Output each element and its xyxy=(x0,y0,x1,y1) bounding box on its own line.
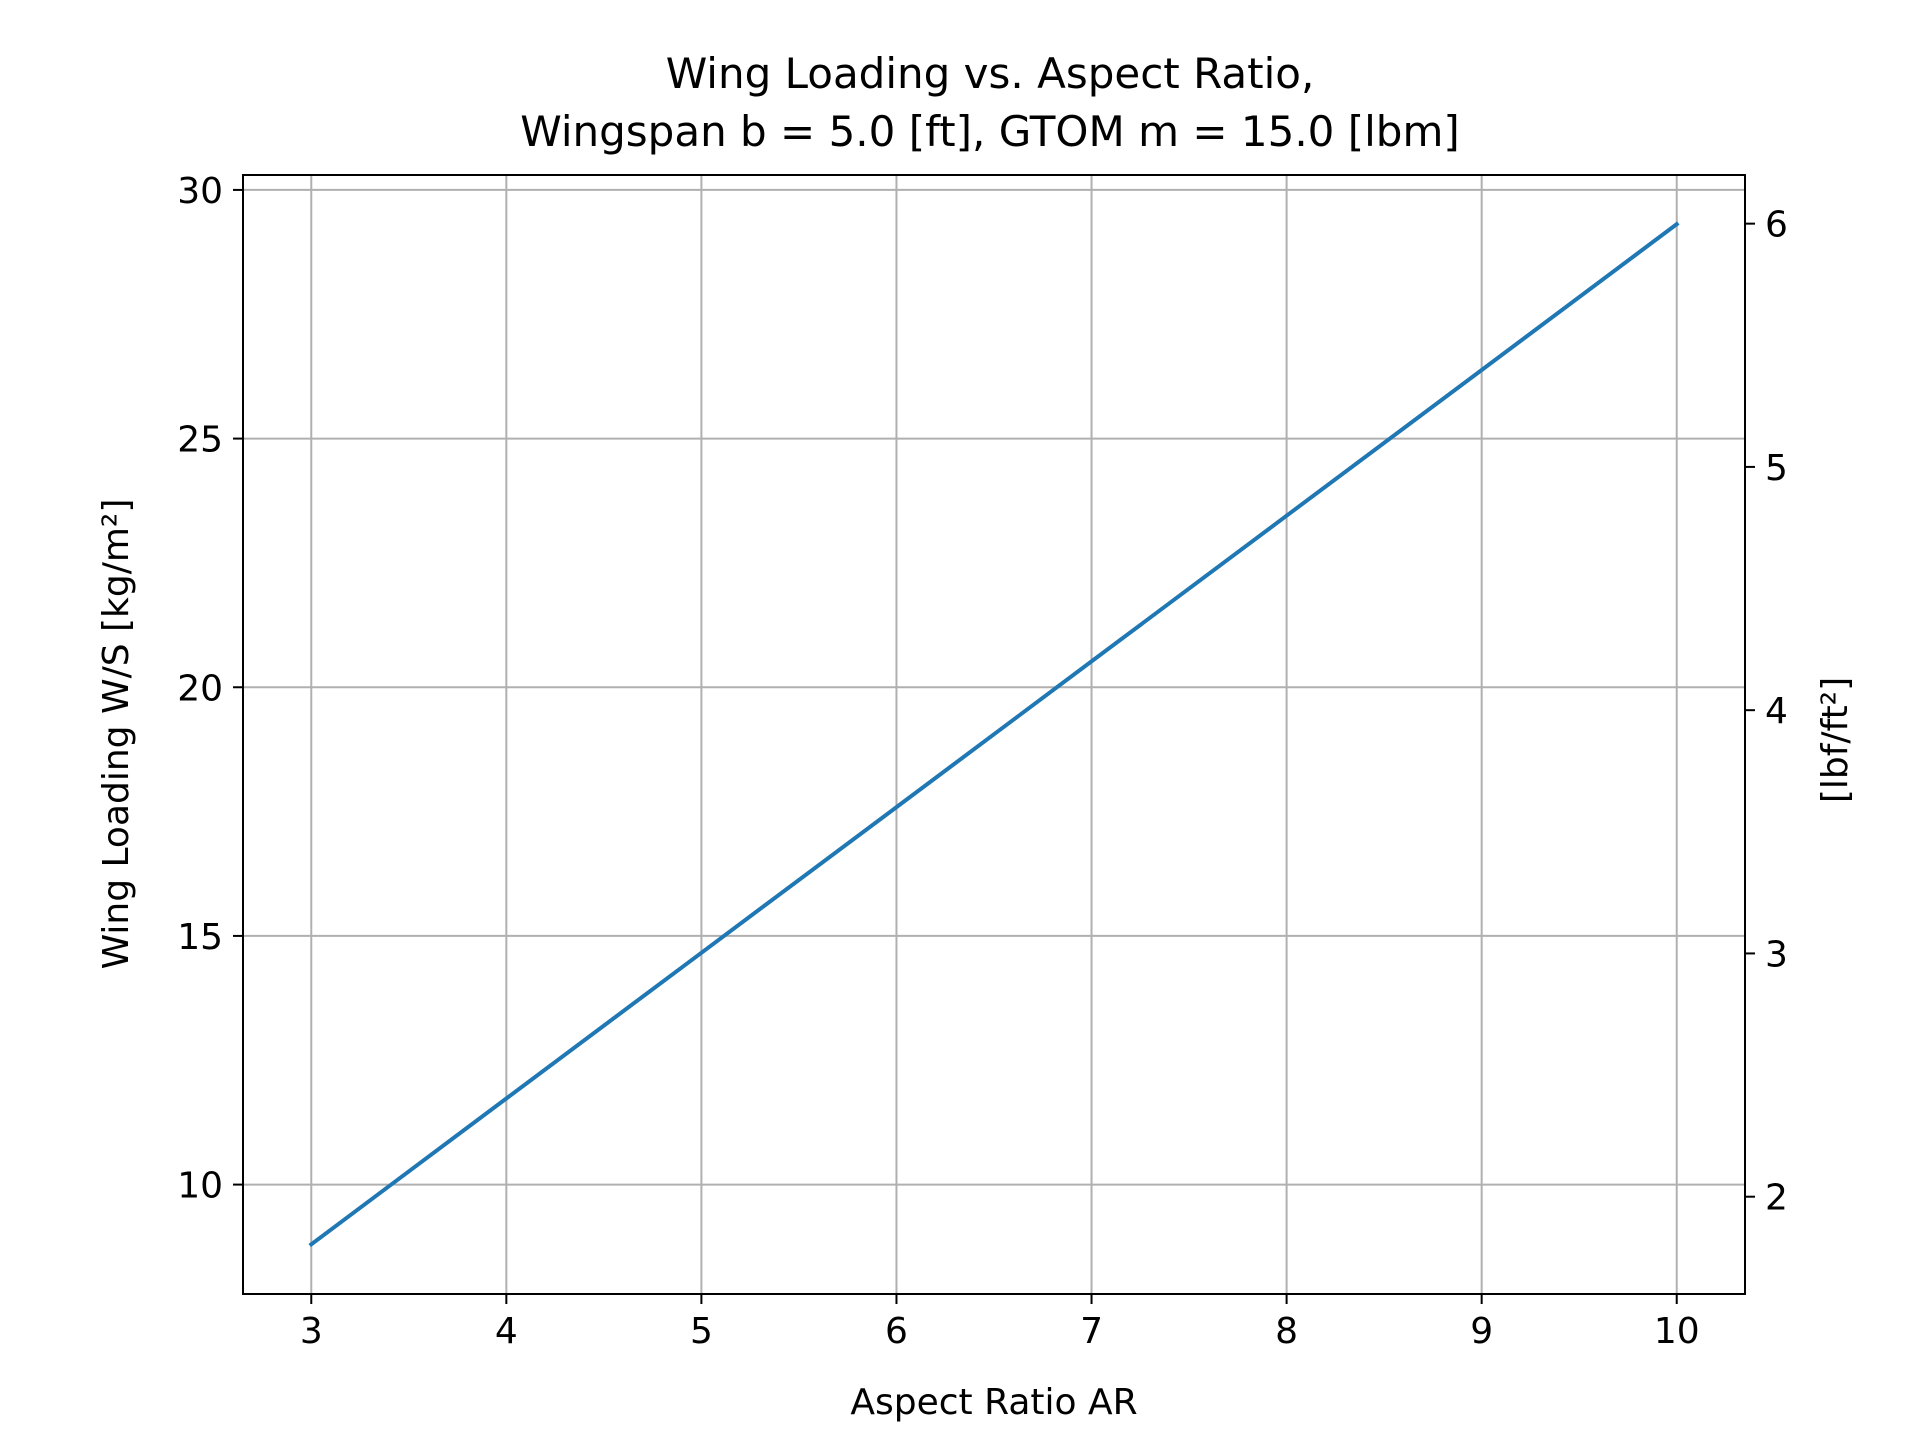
chart-title-line1: Wing Loading vs. Aspect Ratio, xyxy=(666,49,1315,98)
y-right-tick-label: 3 xyxy=(1765,934,1788,975)
x-tick-label: 6 xyxy=(885,1311,908,1352)
x-axis: 3 4 5 6 7 8 9 10 xyxy=(300,1294,1700,1352)
series-line xyxy=(308,221,1680,1248)
series-layer xyxy=(308,221,1680,1248)
plot-frame xyxy=(242,174,1746,1295)
x-tick-label: 8 xyxy=(1275,1311,1298,1352)
x-axis-label: Aspect Ratio AR xyxy=(850,1382,1137,1423)
y-tick-label: 20 xyxy=(177,668,223,709)
x-tick-label: 5 xyxy=(690,1311,713,1352)
y-right-tick-label: 2 xyxy=(1765,1178,1788,1219)
y-tick-label: 15 xyxy=(177,917,223,958)
x-tick-label: 4 xyxy=(495,1311,518,1352)
x-tick-label: 7 xyxy=(1080,1311,1103,1352)
y-axis-label: Wing Loading W/S [kg/m²] xyxy=(96,499,137,970)
y-tick-label: 10 xyxy=(177,1166,223,1207)
y-right-tick-label: 6 xyxy=(1765,205,1788,246)
y-tick-label: 30 xyxy=(177,171,223,212)
y-axis-left: 10 15 20 25 30 xyxy=(177,171,243,1207)
y-right-tick-label: 5 xyxy=(1765,448,1788,489)
y-right-tick-label: 4 xyxy=(1765,691,1788,732)
x-tick-label: 3 xyxy=(300,1311,323,1352)
y-axis-right-label: [lbf/ft²] xyxy=(1815,677,1856,803)
chart-title-line2: Wingspan b = 5.0 [ft], GTOM m = 15.0 [lb… xyxy=(520,107,1460,156)
x-tick-label: 9 xyxy=(1470,1311,1493,1352)
y-tick-label: 25 xyxy=(177,420,223,461)
y-axis-right: 2 3 4 5 6 xyxy=(1745,205,1788,1219)
grid-lines xyxy=(243,175,1745,1294)
x-tick-label: 10 xyxy=(1654,1311,1700,1352)
